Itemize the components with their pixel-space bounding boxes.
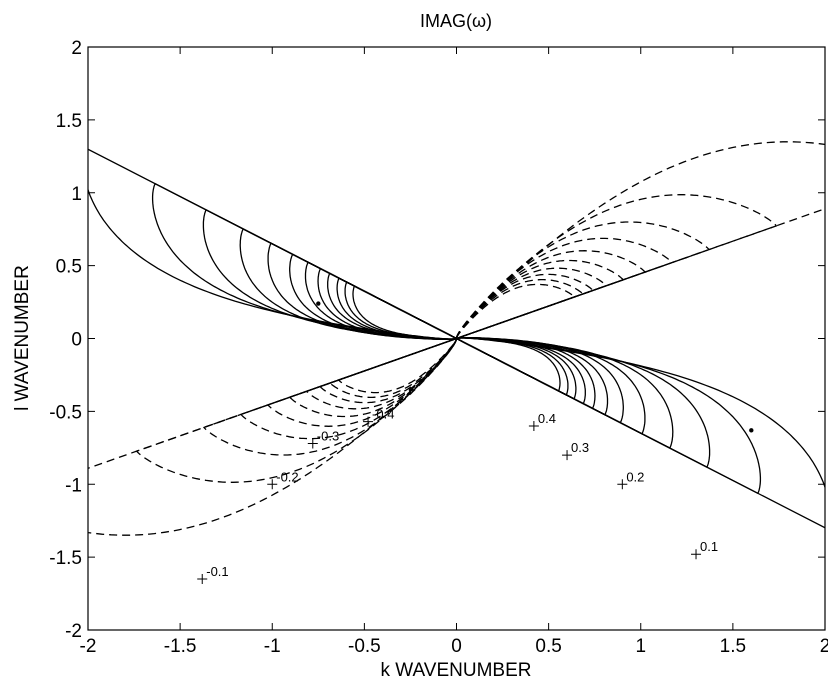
- x-axis-label: k WAVENUMBER: [381, 660, 532, 681]
- contour-label: -0.4: [372, 407, 394, 422]
- contour-label-marker: [562, 450, 573, 461]
- marker-dots: [316, 301, 754, 433]
- contour-label-marker: [267, 479, 278, 490]
- negative-contour: [337, 283, 576, 394]
- x-tick-label: -2: [80, 636, 97, 657]
- y-tick-label: -1: [65, 475, 82, 496]
- contour-label-marker: [691, 549, 702, 560]
- contour-label-marker: [197, 573, 208, 584]
- contour-label: 0.2: [626, 469, 644, 484]
- marker-dot: [316, 301, 321, 306]
- x-tick-label: -1: [264, 636, 281, 657]
- chart-title: IMAG(ω): [420, 11, 492, 31]
- x-tick-label: 1: [635, 636, 646, 657]
- y-tick-label: -0.5: [49, 402, 82, 423]
- y-tick-label: 1.5: [56, 111, 82, 132]
- x-tick-label: 0.5: [535, 636, 561, 657]
- contour-label-marker: [363, 416, 374, 427]
- contour-label: -0.1: [206, 564, 228, 579]
- y-axis-label: l WAVENUMBER: [12, 265, 33, 411]
- marker-dot: [749, 428, 754, 433]
- contour-label: 0.4: [538, 411, 556, 426]
- x-tick-label: 0: [451, 636, 462, 657]
- contour-label: 0.1: [700, 539, 718, 554]
- y-tick-label: -1.5: [49, 548, 82, 569]
- contour-label-marker: [307, 438, 318, 449]
- x-tick-label: -1.5: [164, 636, 197, 657]
- x-tick-label: -0.5: [348, 636, 381, 657]
- contour-label-marker: [528, 420, 539, 431]
- x-tick-label: 1.5: [720, 636, 746, 657]
- contour-label: 0.3: [571, 440, 589, 455]
- contour-label: -0.2: [276, 469, 298, 484]
- y-tick-label: 2: [71, 38, 82, 59]
- x-tick-label: 2: [820, 636, 828, 657]
- contour-lines: [88, 141, 825, 536]
- y-tick-label: 0: [71, 330, 82, 351]
- y-tick-label: -2: [65, 621, 82, 642]
- y-tick-label: 1: [71, 184, 82, 205]
- y-tick-label: 0.5: [56, 257, 82, 278]
- contour-labels: 0.1 0.2 0.3 0.4 -0.1 -0.2 -0.3 -0.4: [197, 407, 718, 584]
- contour-label-marker: [617, 479, 628, 490]
- contour-label: -0.3: [317, 428, 339, 443]
- axis-ticks: -2 -1.5 -1 -0.5 0 0.5 1 1.5 2 -2 -1.5 -1 -0.5 0 0.5 1 1.…: [49, 38, 828, 657]
